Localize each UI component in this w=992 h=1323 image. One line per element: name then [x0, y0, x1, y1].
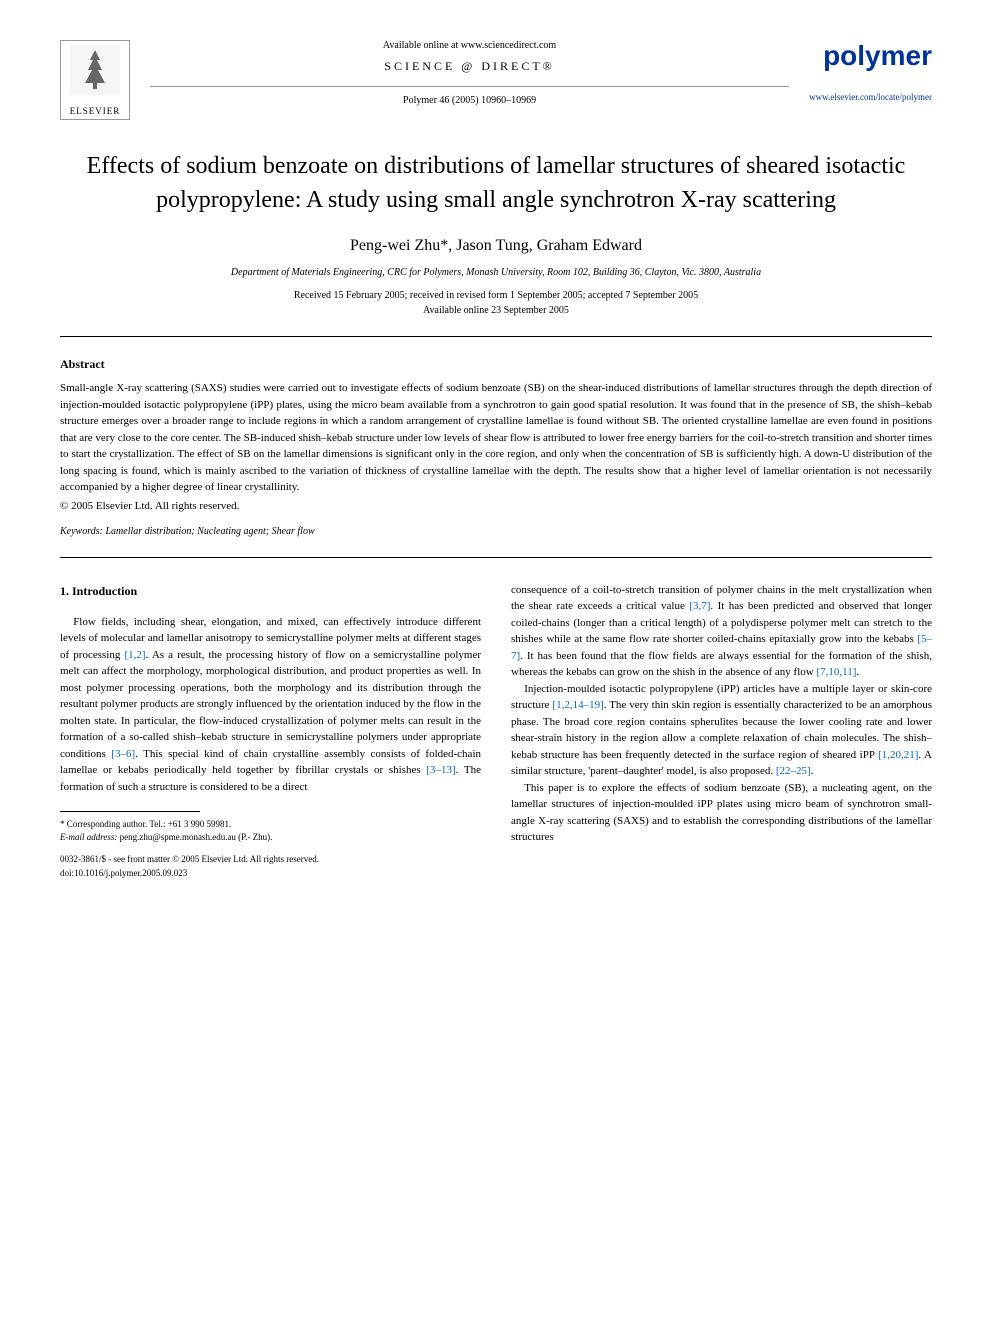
- text-span: .: [811, 765, 814, 777]
- keywords-text: Lamellar distribution; Nucleating agent;…: [105, 526, 314, 537]
- ref-link[interactable]: [22–25]: [776, 765, 811, 777]
- affiliation: Department of Materials Engineering, CRC…: [60, 267, 932, 278]
- available-online: Available online at www.sciencedirect.co…: [150, 40, 789, 51]
- intro-paragraph-1-cont: consequence of a coil-to-stretch transit…: [511, 582, 932, 681]
- copyright: © 2005 Elsevier Ltd. All rights reserved…: [60, 500, 932, 512]
- text-span: This paper is to explore the effects of …: [511, 782, 932, 844]
- intro-paragraph-1: Flow fields, including shear, elongation…: [60, 614, 481, 796]
- email-address[interactable]: peng.zhu@spme.monash.edu.au (P.- Zhu).: [120, 832, 273, 842]
- journal-reference: Polymer 46 (2005) 10960–10969: [150, 95, 789, 106]
- divider-top: [60, 336, 932, 337]
- polymer-link[interactable]: www.elsevier.com/locate/polymer: [809, 92, 932, 102]
- text-span: .: [856, 666, 859, 678]
- elsevier-logo: ELSEVIER: [60, 40, 130, 120]
- header-divider: [150, 86, 789, 87]
- left-column: 1. Introduction Flow fields, including s…: [60, 582, 481, 881]
- keywords-label: Keywords:: [60, 526, 103, 537]
- doi-line-1: 0032-3861/$ - see front matter © 2005 El…: [60, 853, 481, 867]
- keywords: Keywords: Lamellar distribution; Nucleat…: [60, 526, 932, 537]
- intro-paragraph-3: This paper is to explore the effects of …: [511, 780, 932, 846]
- email-label: E-mail address:: [60, 832, 117, 842]
- doi-block: 0032-3861/$ - see front matter © 2005 El…: [60, 853, 481, 880]
- abstract-heading: Abstract: [60, 357, 932, 372]
- elsevier-tree-icon: [70, 45, 120, 102]
- abstract-body: Small-angle X-ray scattering (SAXS) stud…: [60, 382, 932, 493]
- header-row: ELSEVIER Available online at www.science…: [60, 40, 932, 120]
- authors: Peng-wei Zhu*, Jason Tung, Graham Edward: [60, 237, 932, 255]
- ref-link[interactable]: [1,2]: [124, 649, 145, 661]
- center-header: Available online at www.sciencedirect.co…: [130, 40, 809, 106]
- body-columns: 1. Introduction Flow fields, including s…: [60, 582, 932, 881]
- science-direct-logo: SCIENCE @ DIRECT®: [150, 59, 789, 74]
- polymer-brand: polymer: [809, 40, 932, 72]
- corresponding-author-footnote: * Corresponding author. Tel.: +61 3 990 …: [60, 818, 481, 831]
- ref-link[interactable]: [3,7]: [689, 600, 710, 612]
- abstract-text: Small-angle X-ray scattering (SAXS) stud…: [60, 380, 932, 496]
- elsevier-text: ELSEVIER: [70, 106, 121, 116]
- doi-line-2: doi:10.1016/j.polymer.2005.09.023: [60, 867, 481, 881]
- ref-link[interactable]: [7,10,11]: [816, 666, 856, 678]
- intro-paragraph-2: Injection-moulded isotactic polypropylen…: [511, 681, 932, 780]
- intro-heading: 1. Introduction: [60, 582, 481, 600]
- text-span: . It has been found that the flow fields…: [511, 650, 932, 679]
- email-footnote: E-mail address: peng.zhu@spme.monash.edu…: [60, 831, 481, 844]
- divider-bottom: [60, 557, 932, 558]
- ref-link[interactable]: [1,2,14–19]: [552, 699, 603, 711]
- ref-link[interactable]: [3–13]: [426, 764, 455, 776]
- footnote-divider: [60, 811, 200, 812]
- right-column: consequence of a coil-to-stretch transit…: [511, 582, 932, 881]
- dates-received: Received 15 February 2005; received in r…: [60, 290, 932, 301]
- article-title: Effects of sodium benzoate on distributi…: [60, 150, 932, 217]
- polymer-logo-block: polymer www.elsevier.com/locate/polymer: [809, 40, 932, 102]
- ref-link[interactable]: [3–6]: [111, 748, 135, 760]
- ref-link[interactable]: [1,20,21]: [878, 749, 918, 761]
- dates-online: Available online 23 September 2005: [60, 305, 932, 316]
- text-span: . As a result, the processing history of…: [60, 649, 481, 760]
